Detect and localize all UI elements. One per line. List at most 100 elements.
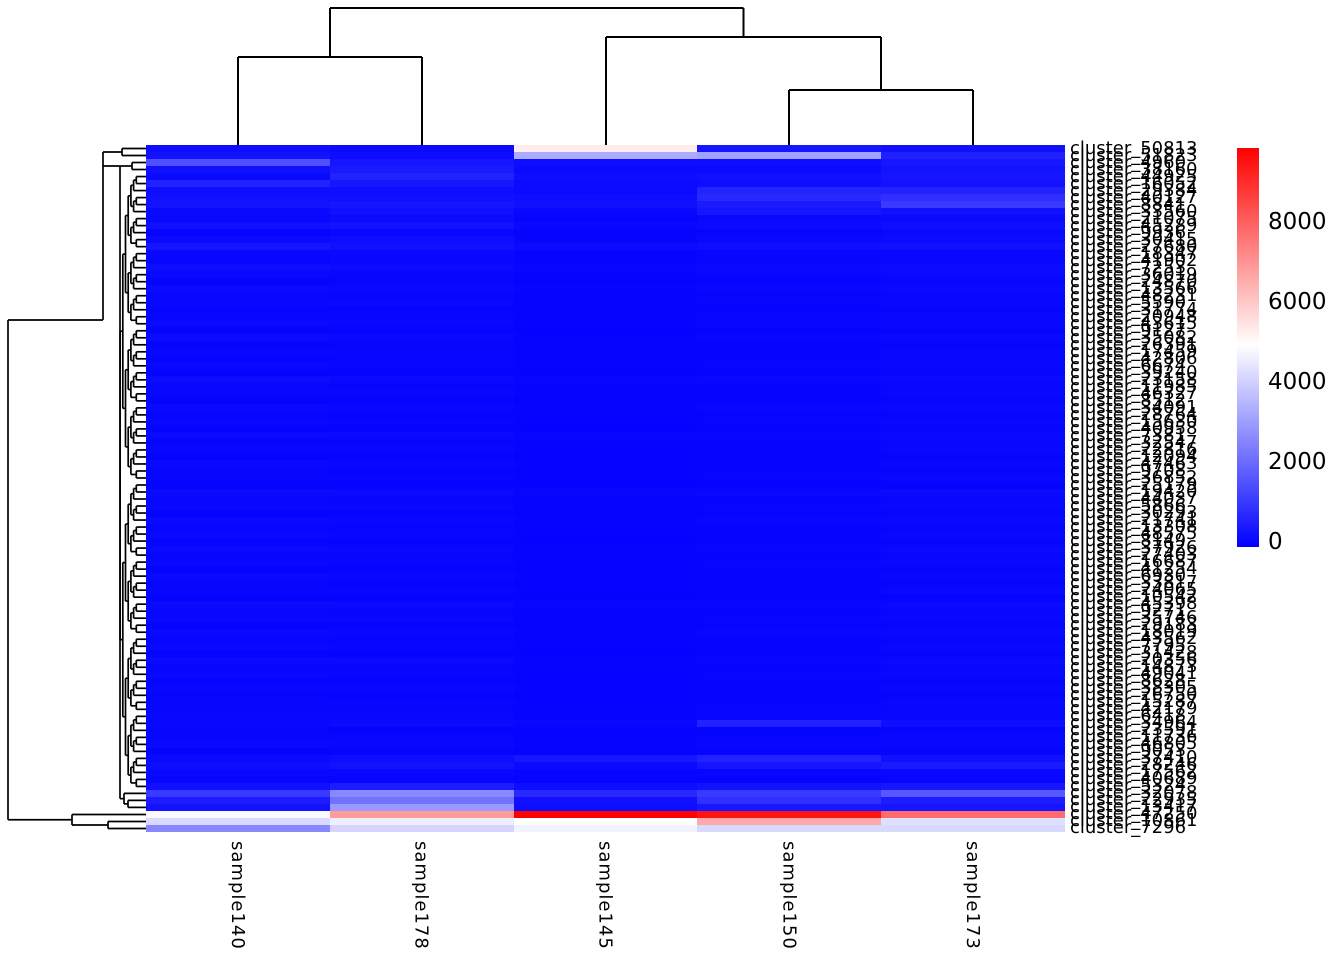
heatmap-cell (697, 467, 882, 475)
heatmap-cell (513, 474, 698, 482)
heatmap-cell (146, 320, 330, 328)
heatmap-cell (146, 341, 330, 349)
heatmap-cell (697, 565, 882, 573)
heatmap-cell (146, 376, 330, 384)
heatmap-cell (146, 334, 330, 342)
heatmap-cell (881, 334, 1065, 342)
heatmap-cell (697, 152, 882, 160)
heatmap-cell (697, 586, 882, 594)
heatmap-cell (513, 656, 698, 664)
heatmap-cell (881, 285, 1065, 293)
heatmap-cell (697, 271, 882, 279)
heatmap-cell (329, 173, 514, 181)
heatmap-cell (146, 775, 330, 783)
heatmap-cell (329, 460, 514, 468)
heatmap-cell (146, 551, 330, 559)
heatmap-cell (329, 285, 514, 293)
heatmap-cell (697, 397, 882, 405)
heatmap-cell (697, 348, 882, 356)
heatmap-cell (881, 243, 1065, 251)
heatmap-cell (697, 656, 882, 664)
heatmap-cell (329, 502, 514, 510)
heatmap-cell (697, 824, 882, 832)
heatmap-cell (513, 418, 698, 426)
heatmap-cell (329, 488, 514, 496)
heatmap-cell (697, 145, 882, 152)
heatmap-cell (146, 327, 330, 335)
heatmap-cell (513, 509, 698, 517)
heatmap-cell (881, 341, 1065, 349)
heatmap-cell (329, 558, 514, 566)
heatmap-grid (146, 145, 1065, 832)
heatmap-cell (513, 166, 698, 174)
heatmap-cell (329, 516, 514, 524)
heatmap-cell (329, 509, 514, 517)
heatmap-cell (513, 558, 698, 566)
heatmap-cell (146, 201, 330, 209)
heatmap-cell (881, 306, 1065, 314)
heatmap-cell (329, 663, 514, 671)
heatmap-cell (697, 201, 882, 209)
heatmap-cell (329, 341, 514, 349)
heatmap-cell (697, 313, 882, 321)
heatmap-cell (697, 817, 882, 825)
heatmap-cell (329, 614, 514, 622)
heatmap-cell (697, 341, 882, 349)
heatmap-cell (329, 656, 514, 664)
heatmap-cell (146, 453, 330, 461)
heatmap-cell (146, 355, 330, 363)
heatmap-cell (513, 761, 698, 769)
heatmap-cell (881, 390, 1065, 398)
heatmap-cell (881, 355, 1065, 363)
heatmap-cell (881, 733, 1065, 741)
heatmap-cell (881, 152, 1065, 160)
heatmap-cell (329, 145, 514, 152)
heatmap-cell (329, 187, 514, 195)
heatmap-cell (881, 418, 1065, 426)
heatmap-cell (146, 313, 330, 321)
heatmap-cell (881, 558, 1065, 566)
heatmap-cell (329, 348, 514, 356)
heatmap-cell (146, 670, 330, 678)
heatmap-cell (329, 271, 514, 279)
heatmap-cell (881, 166, 1065, 174)
heatmap-cell (697, 579, 882, 587)
heatmap-cell (881, 761, 1065, 769)
heatmap-cell (697, 327, 882, 335)
heatmap-cell (881, 516, 1065, 524)
heatmap-cell (146, 292, 330, 300)
heatmap-cell (329, 635, 514, 643)
heatmap-cell (697, 796, 882, 804)
heatmap-cell (513, 264, 698, 272)
heatmap-cell (697, 642, 882, 650)
heatmap-cell (329, 446, 514, 454)
heatmap-cell (697, 551, 882, 559)
heatmap-cell (329, 411, 514, 419)
heatmap-cell (146, 250, 330, 258)
heatmap-cell (881, 628, 1065, 636)
heatmap-cell (329, 306, 514, 314)
heatmap-cell (881, 782, 1065, 790)
heatmap-cell (881, 278, 1065, 286)
heatmap-cell (329, 208, 514, 216)
heatmap-cell (329, 789, 514, 797)
heatmap-cell (513, 698, 698, 706)
heatmap-cell (513, 768, 698, 776)
heatmap-cell (697, 663, 882, 671)
heatmap-cell (329, 810, 514, 818)
heatmap-cell (513, 369, 698, 377)
heatmap-cell (881, 250, 1065, 258)
heatmap-cell (146, 824, 330, 832)
heatmap-cell (513, 740, 698, 748)
heatmap-cell (697, 250, 882, 258)
heatmap-cell (697, 719, 882, 727)
heatmap-cell (881, 775, 1065, 783)
heatmap-cell (329, 439, 514, 447)
heatmap-cell (513, 453, 698, 461)
heatmap-cell (513, 334, 698, 342)
heatmap-cell (697, 362, 882, 370)
heatmap-cell (513, 194, 698, 202)
heatmap-cell (146, 348, 330, 356)
heatmap-cell (881, 383, 1065, 391)
